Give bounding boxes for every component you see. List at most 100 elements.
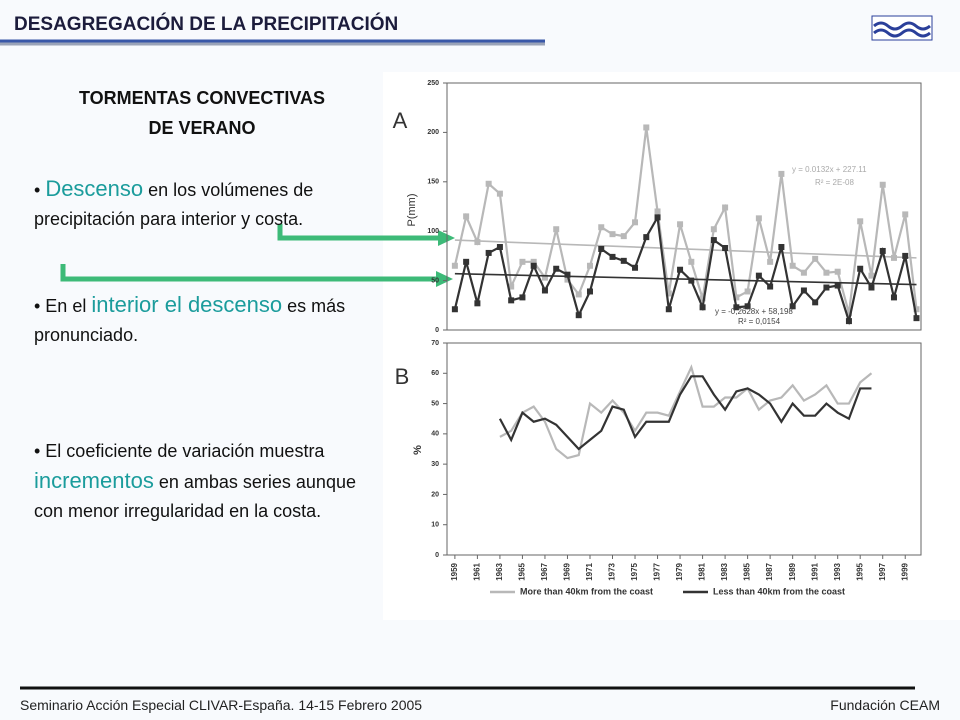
- highlight: Descenso: [45, 176, 144, 201]
- x-tick-label: 1959: [450, 562, 459, 580]
- slide-title: DESAGREGACIÓN DE LA PRECIPITACIÓN: [14, 14, 399, 35]
- point: [879, 247, 886, 254]
- point: [699, 295, 706, 302]
- annotation: y = -0,2628x + 58,198: [715, 307, 793, 316]
- point: [519, 258, 526, 265]
- point: [778, 170, 785, 177]
- point: [890, 294, 897, 301]
- point: [868, 272, 875, 279]
- x-tick-label: 1985: [743, 562, 752, 580]
- point: [496, 244, 503, 251]
- bullet-text: en los volúmenes de precipitación para i…: [34, 180, 314, 229]
- x-tick-label: 1989: [788, 562, 797, 580]
- x-tick-label: 1979: [675, 562, 684, 580]
- y-tick-label: 200: [427, 129, 439, 136]
- point: [800, 269, 807, 276]
- point: [868, 284, 875, 291]
- point: [722, 204, 729, 211]
- point: [789, 262, 796, 269]
- legend-label: Less than 40km from the coast: [713, 586, 845, 596]
- annotation: y = 0.0132x + 227.11: [792, 165, 867, 174]
- y-tick-label: 40: [431, 431, 439, 438]
- point: [620, 257, 627, 264]
- trend-line: [454, 239, 917, 259]
- x-tick-label: 1969: [563, 562, 572, 580]
- point: [654, 214, 661, 221]
- bullet: • En el interior el descenso es más pron…: [34, 290, 379, 350]
- point: [755, 272, 762, 279]
- point: [710, 237, 717, 244]
- panel-label: A: [393, 108, 408, 133]
- point: [688, 277, 695, 284]
- x-tick-label: 1993: [833, 562, 842, 580]
- y-tick-label: 70: [431, 340, 439, 347]
- point: [800, 287, 807, 294]
- highlight: interior el descenso: [91, 292, 283, 317]
- point: [767, 283, 774, 290]
- point: [620, 233, 627, 240]
- point: [823, 269, 830, 276]
- x-tick-label: 1995: [855, 562, 864, 580]
- bullet: • El coeficiente de variación muestra in…: [34, 437, 379, 526]
- y-tick-label: 0: [435, 552, 439, 559]
- point: [575, 291, 582, 298]
- y-tick-label: 0: [435, 327, 439, 334]
- x-tick-label: 1999: [900, 562, 909, 580]
- point: [744, 288, 751, 295]
- y-tick-label: 100: [427, 228, 439, 235]
- point: [755, 215, 762, 222]
- point: [632, 219, 639, 226]
- y-tick-label: 150: [427, 179, 439, 186]
- point: [902, 211, 909, 218]
- point: [913, 306, 920, 313]
- point: [845, 318, 852, 325]
- y-tick-label: 60: [431, 370, 439, 377]
- point: [744, 303, 751, 310]
- point: [767, 258, 774, 265]
- point: [609, 231, 616, 238]
- point: [778, 244, 785, 251]
- point: [823, 284, 830, 291]
- point: [586, 288, 593, 295]
- arrowhead: [436, 271, 453, 287]
- x-tick-label: 1981: [698, 562, 707, 580]
- bullet-text: es más pronunciado.: [34, 296, 346, 345]
- x-tick-label: 1961: [473, 562, 482, 580]
- x-tick-label: 1991: [810, 562, 819, 580]
- plot-frame: [446, 82, 922, 331]
- point: [890, 254, 897, 261]
- subheading: TORMENTAS CONVECTIVAS: [78, 88, 325, 108]
- arrow: [277, 224, 440, 241]
- point: [553, 226, 560, 233]
- x-tick-label: 1965: [518, 562, 527, 580]
- point: [677, 221, 684, 228]
- point: [451, 306, 458, 313]
- x-tick-label: 1983: [720, 562, 729, 580]
- plot-frame: [446, 342, 922, 556]
- point: [699, 304, 706, 311]
- point: [553, 265, 560, 272]
- point: [609, 253, 616, 260]
- y-tick-label: 50: [431, 400, 439, 407]
- point: [575, 312, 582, 319]
- y-tick-label: 30: [431, 461, 439, 468]
- y-tick-label: 50: [431, 277, 439, 284]
- point: [688, 258, 695, 265]
- series-line: [498, 375, 872, 451]
- x-tick-label: 1963: [495, 562, 504, 580]
- point: [474, 300, 481, 307]
- point: [857, 265, 864, 272]
- subheading: DE VERANO: [148, 118, 256, 138]
- x-tick-label: 1971: [585, 562, 594, 580]
- point: [598, 224, 605, 231]
- point: [834, 268, 841, 275]
- bullet: • Descenso en los volúmenes de precipita…: [34, 174, 379, 234]
- footer-right: Fundación CEAM: [830, 697, 940, 713]
- point: [463, 258, 470, 265]
- legend-label: More than 40km from the coast: [520, 586, 653, 596]
- point: [485, 180, 492, 187]
- point: [789, 303, 796, 310]
- panel-label: B: [395, 364, 410, 389]
- series-line: [499, 364, 873, 460]
